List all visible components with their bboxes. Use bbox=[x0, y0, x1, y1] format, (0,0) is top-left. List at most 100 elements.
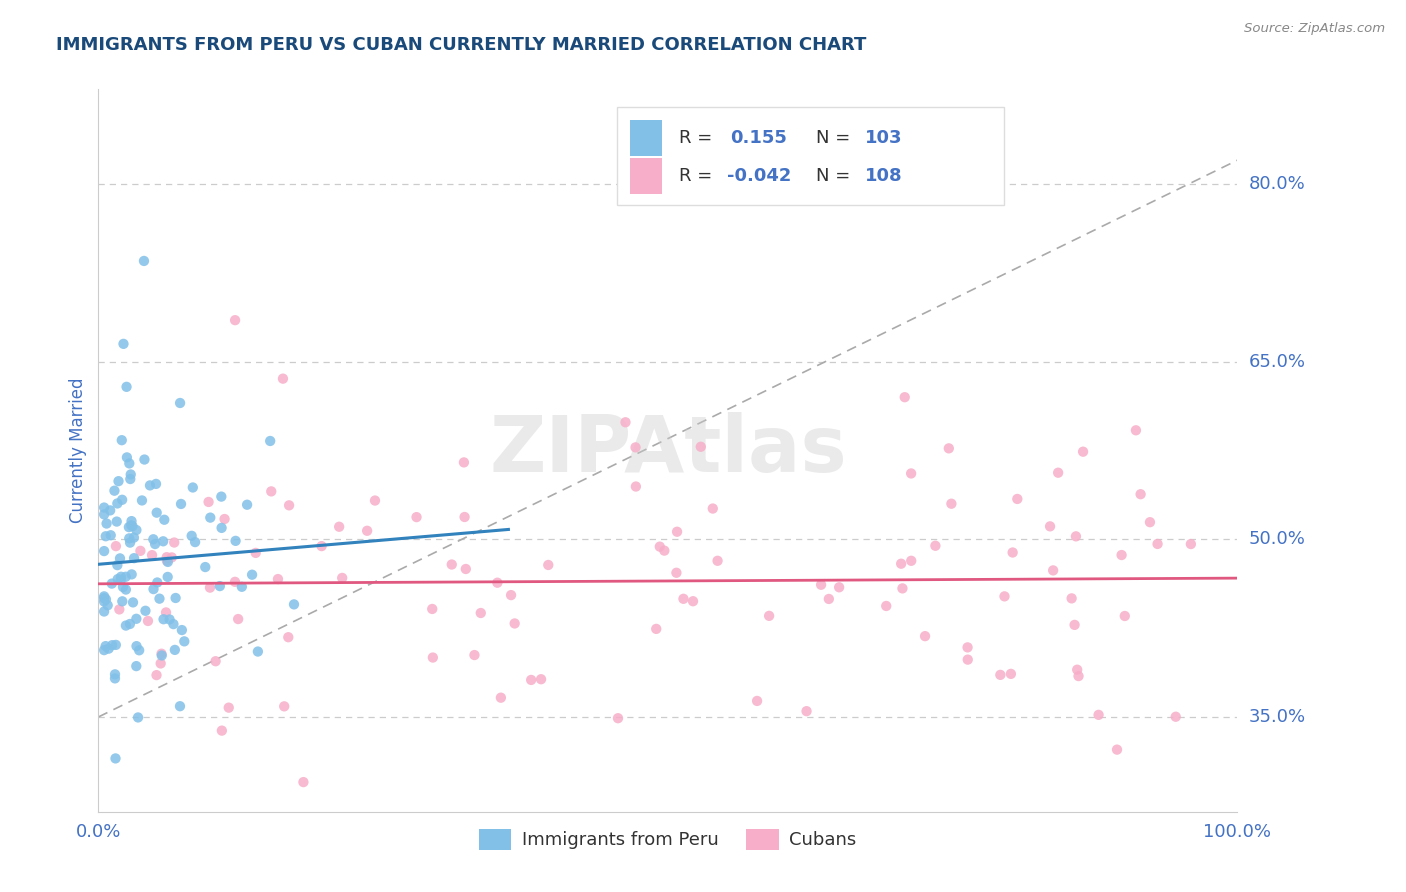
Point bbox=[283, 598, 305, 612]
Point bbox=[163, 643, 186, 657]
Text: Source: ZipAtlas.com: Source: ZipAtlas.com bbox=[1244, 22, 1385, 36]
Point bbox=[259, 434, 281, 448]
Point bbox=[93, 500, 115, 515]
Point bbox=[112, 336, 135, 351]
Point bbox=[245, 546, 267, 560]
Point bbox=[706, 554, 728, 568]
Point bbox=[463, 648, 485, 662]
Point bbox=[127, 710, 149, 724]
Point bbox=[145, 668, 167, 682]
Point bbox=[267, 572, 290, 586]
Point bbox=[1039, 519, 1062, 533]
Point bbox=[1105, 742, 1128, 756]
Point bbox=[128, 643, 150, 657]
Point bbox=[97, 641, 120, 656]
Point bbox=[1063, 618, 1085, 632]
Point bbox=[1001, 545, 1024, 559]
Point bbox=[104, 638, 127, 652]
Point bbox=[120, 535, 142, 549]
Point bbox=[218, 700, 240, 714]
Point bbox=[537, 558, 560, 572]
Point bbox=[225, 533, 247, 548]
Point bbox=[107, 572, 129, 586]
Point bbox=[260, 484, 283, 499]
Point bbox=[93, 605, 115, 619]
Text: 80.0%: 80.0% bbox=[1249, 175, 1305, 193]
Point bbox=[666, 524, 689, 539]
Point bbox=[132, 254, 155, 268]
Point bbox=[181, 481, 204, 495]
Point bbox=[988, 668, 1011, 682]
Point bbox=[129, 544, 152, 558]
Point bbox=[1146, 537, 1168, 551]
Point bbox=[900, 554, 922, 568]
Point bbox=[118, 617, 141, 632]
Point bbox=[941, 497, 963, 511]
Point bbox=[236, 498, 259, 512]
Point bbox=[1000, 666, 1022, 681]
Point bbox=[134, 452, 156, 467]
Point bbox=[796, 704, 818, 718]
Point bbox=[503, 616, 526, 631]
Point bbox=[900, 467, 922, 481]
Point bbox=[131, 493, 153, 508]
Point bbox=[101, 576, 124, 591]
Point bbox=[330, 571, 353, 585]
Point bbox=[110, 570, 132, 584]
Point bbox=[160, 550, 183, 565]
Point bbox=[149, 657, 172, 671]
Point bbox=[875, 599, 897, 613]
Point bbox=[111, 580, 134, 594]
Point bbox=[121, 519, 143, 533]
Point bbox=[122, 531, 145, 545]
Point bbox=[180, 529, 202, 543]
Point bbox=[122, 595, 145, 609]
Point bbox=[125, 639, 148, 653]
Point bbox=[136, 614, 159, 628]
Point bbox=[93, 544, 115, 558]
Point bbox=[97, 599, 120, 613]
Point bbox=[277, 630, 299, 644]
Point bbox=[1087, 707, 1109, 722]
Point bbox=[148, 591, 170, 606]
Point bbox=[818, 591, 841, 606]
Point bbox=[93, 594, 115, 608]
Point bbox=[745, 694, 768, 708]
Point bbox=[141, 548, 163, 562]
Point bbox=[1060, 591, 1083, 606]
Point bbox=[278, 499, 301, 513]
Point bbox=[654, 543, 676, 558]
Point bbox=[159, 612, 181, 626]
Point bbox=[1164, 710, 1187, 724]
Point bbox=[153, 513, 176, 527]
Point bbox=[152, 612, 174, 626]
Point bbox=[145, 476, 167, 491]
Point bbox=[614, 415, 637, 429]
Point bbox=[156, 570, 179, 584]
Point bbox=[105, 515, 128, 529]
Point bbox=[209, 490, 232, 504]
Point bbox=[93, 590, 115, 604]
Point bbox=[1125, 423, 1147, 437]
Point bbox=[114, 570, 136, 584]
Point bbox=[115, 380, 138, 394]
Point bbox=[672, 591, 695, 606]
Point bbox=[893, 390, 915, 404]
Legend: Immigrants from Peru, Cubans: Immigrants from Peru, Cubans bbox=[472, 822, 863, 857]
Point bbox=[214, 512, 236, 526]
Point bbox=[328, 520, 350, 534]
Y-axis label: Currently Married: Currently Married bbox=[69, 377, 87, 524]
Point bbox=[200, 510, 222, 524]
Point bbox=[93, 508, 115, 522]
Point bbox=[93, 591, 115, 606]
Point bbox=[120, 518, 142, 533]
Point bbox=[139, 478, 162, 492]
Point bbox=[170, 623, 193, 637]
Point bbox=[1007, 491, 1029, 506]
Point bbox=[146, 575, 169, 590]
Point bbox=[105, 496, 128, 510]
Point bbox=[224, 574, 246, 589]
Point bbox=[156, 550, 179, 565]
Point bbox=[1129, 487, 1152, 501]
Point bbox=[169, 396, 191, 410]
